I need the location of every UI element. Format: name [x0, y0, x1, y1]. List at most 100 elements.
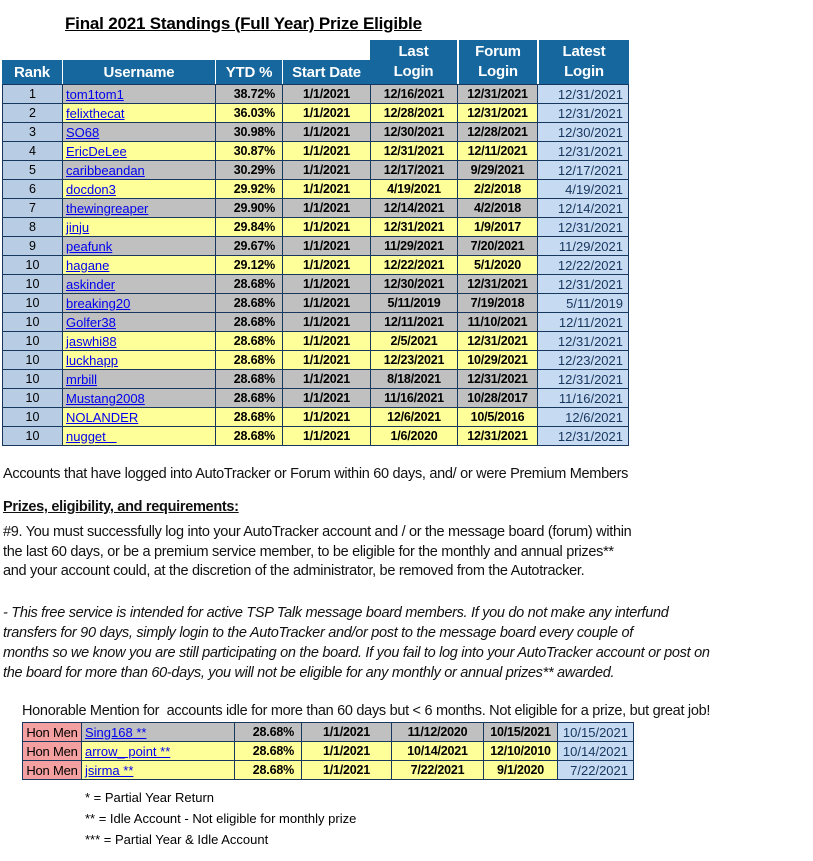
last-login-cell: 12/23/2021: [370, 350, 458, 370]
table-row: 10 Golfer38 28.68% 1/1/2021 12/11/2021 11/10/…: [2, 312, 629, 332]
start-date-cell: 1/1/2021: [282, 217, 371, 237]
username-cell: nugget: [62, 426, 216, 446]
username-cell: Mustang2008: [62, 388, 216, 408]
table-row: 8 jinju 29.84% 1/1/2021 12/31/2021 1/9/2017 12…: [2, 217, 629, 237]
username-link[interactable]: nugget: [66, 428, 117, 444]
column-header-last-login: Last Login: [370, 40, 457, 84]
column-header-latest-login: Latest Login: [537, 40, 629, 84]
rank-cell: 10: [2, 369, 63, 389]
forum-login-cell: 7/20/2021: [457, 236, 538, 256]
table-row: 7 thewingreaper 29.90% 1/1/2021 12/14/2021 4/…: [2, 198, 629, 218]
forum-login-cell: 10/29/2021: [457, 350, 538, 370]
latest-login-cell: 12/31/2021: [537, 426, 629, 446]
username-cell: peafunk: [62, 236, 216, 256]
table-row: 3 SO68 30.98% 1/1/2021 12/30/2021 12/28/2021 1…: [2, 122, 629, 142]
latest-login-cell: 11/16/2021: [537, 388, 629, 408]
honorable-mentions-grid: Hon Men Sing168 ** 28.68% 1/1/2021 11/12/202…: [22, 722, 634, 780]
last-login-cell: 12/31/2021: [370, 217, 458, 237]
rank-cell: 10: [2, 407, 63, 427]
column-header-line: Last: [398, 43, 429, 60]
last-login-cell: 7/22/2021: [391, 760, 484, 780]
table-row: 10 Mustang2008 28.68% 1/1/2021 11/16/2021 10/…: [2, 388, 629, 408]
prizes-line: #9. You must successfully log into your …: [3, 524, 632, 540]
last-login-cell: 4/19/2021: [370, 179, 458, 199]
last-login-cell: 12/14/2021: [370, 198, 458, 218]
start-date-cell: 1/1/2021: [282, 388, 371, 408]
table-row: 10 askinder 28.68% 1/1/2021 12/30/2021 12/31/…: [2, 274, 629, 294]
username-link[interactable]: arrow_ point **: [85, 743, 171, 759]
ytd-cell: 28.68%: [215, 274, 283, 294]
username-link[interactable]: askinder: [66, 276, 116, 292]
ytd-cell: 28.68%: [215, 312, 283, 332]
username-link[interactable]: NOLANDER: [66, 409, 139, 425]
username-link[interactable]: Sing168 **: [85, 724, 147, 740]
username-link[interactable]: tom1tom1: [66, 86, 124, 102]
start-date-cell: 1/1/2021: [282, 141, 371, 161]
rank-cell: 3: [2, 122, 63, 142]
column-header-line: Login: [393, 63, 434, 80]
last-login-cell: 12/16/2021: [370, 84, 458, 104]
forum-login-cell: 9/1/2020: [483, 760, 558, 780]
start-date-cell: 1/1/2021: [282, 331, 371, 351]
username-cell: NOLANDER: [62, 407, 216, 427]
username-link[interactable]: Mustang2008: [66, 390, 145, 406]
forum-login-cell: 4/2/2018: [457, 198, 538, 218]
ytd-cell: 28.68%: [215, 293, 283, 313]
username-link[interactable]: caribbeandan: [66, 162, 145, 178]
username-link[interactable]: jsirma **: [85, 762, 134, 778]
username-link[interactable]: peafunk: [66, 238, 113, 254]
table-row: 10 mrbill 28.68% 1/1/2021 8/18/2021 12/31/202…: [2, 369, 629, 389]
start-date-cell: 1/1/2021: [282, 407, 371, 427]
latest-login-cell: 12/31/2021: [537, 274, 629, 294]
last-login-cell: 12/31/2021: [370, 141, 458, 161]
start-date-cell: 1/1/2021: [301, 722, 392, 742]
username-link[interactable]: jaswhi88: [66, 333, 117, 349]
username-link[interactable]: docdon3: [66, 181, 116, 197]
forum-login-cell: 10/5/2016: [457, 407, 538, 427]
start-date-cell: 1/1/2021: [301, 760, 392, 780]
username-link[interactable]: breaking20: [66, 295, 131, 311]
username-cell: jaswhi88: [62, 331, 216, 351]
username-link[interactable]: SO68: [66, 124, 100, 140]
username-link[interactable]: jinju: [66, 219, 90, 235]
username-cell: tom1tom1: [62, 84, 216, 104]
last-login-cell: 1/6/2020: [370, 426, 458, 446]
username-cell: luckhapp: [62, 350, 216, 370]
ytd-cell: 29.12%: [215, 255, 283, 275]
honorable-mentions-table: Hon Men Sing168 ** 28.68% 1/1/2021 11/12/202…: [22, 722, 634, 780]
forum-login-cell: 12/11/2021: [457, 141, 538, 161]
username-cell: Sing168 **: [81, 722, 235, 742]
username-link[interactable]: felixthecat: [66, 105, 125, 121]
footnotes: * = Partial Year Return ** = Idle Accoun…: [85, 787, 356, 850]
username-link[interactable]: mrbill: [66, 371, 98, 387]
start-date-cell: 1/1/2021: [282, 369, 371, 389]
last-login-cell: 5/11/2019: [370, 293, 458, 313]
table-row: 6 docdon3 29.92% 1/1/2021 4/19/2021 2/2/2018 4…: [2, 179, 629, 199]
ytd-cell: 28.68%: [234, 760, 302, 780]
column-header-rank: Rank: [2, 60, 62, 84]
username-link[interactable]: EricDeLee: [66, 143, 127, 159]
start-date-cell: 1/1/2021: [282, 160, 371, 180]
start-date-cell: 1/1/2021: [282, 198, 371, 218]
forum-login-cell: 12/31/2021: [457, 84, 538, 104]
username-link[interactable]: Golfer38: [66, 314, 116, 330]
disclaimer-line: the board for more than 60-days, you wil…: [3, 665, 615, 681]
start-date-cell: 1/1/2021: [282, 312, 371, 332]
latest-login-cell: 12/11/2021: [537, 312, 629, 332]
rank-cell: 10: [2, 255, 63, 275]
ytd-cell: 28.68%: [234, 722, 302, 742]
username-link[interactable]: thewingreaper: [66, 200, 149, 216]
latest-login-cell: 12/31/2021: [537, 103, 629, 123]
table-row: 10 hagane 29.12% 1/1/2021 12/22/2021 5/1/2020…: [2, 255, 629, 275]
last-login-cell: 11/16/2021: [370, 388, 458, 408]
forum-login-cell: 5/1/2020: [457, 255, 538, 275]
username-link[interactable]: luckhapp: [66, 352, 119, 368]
table-row: 2 felixthecat 36.03% 1/1/2021 12/28/2021 12/3…: [2, 103, 629, 123]
username-cell: EricDeLee: [62, 141, 216, 161]
table-row: 10 NOLANDER 28.68% 1/1/2021 12/6/2021 10/5/20…: [2, 407, 629, 427]
table-row: Hon Men arrow_ point ** 28.68% 1/1/2021 10/1…: [22, 741, 634, 761]
honorable-mention-heading: Honorable Mention for accounts idle for …: [22, 703, 711, 719]
username-link[interactable]: hagane: [66, 257, 110, 273]
start-date-cell: 1/1/2021: [301, 741, 392, 761]
username-cell: felixthecat: [62, 103, 216, 123]
